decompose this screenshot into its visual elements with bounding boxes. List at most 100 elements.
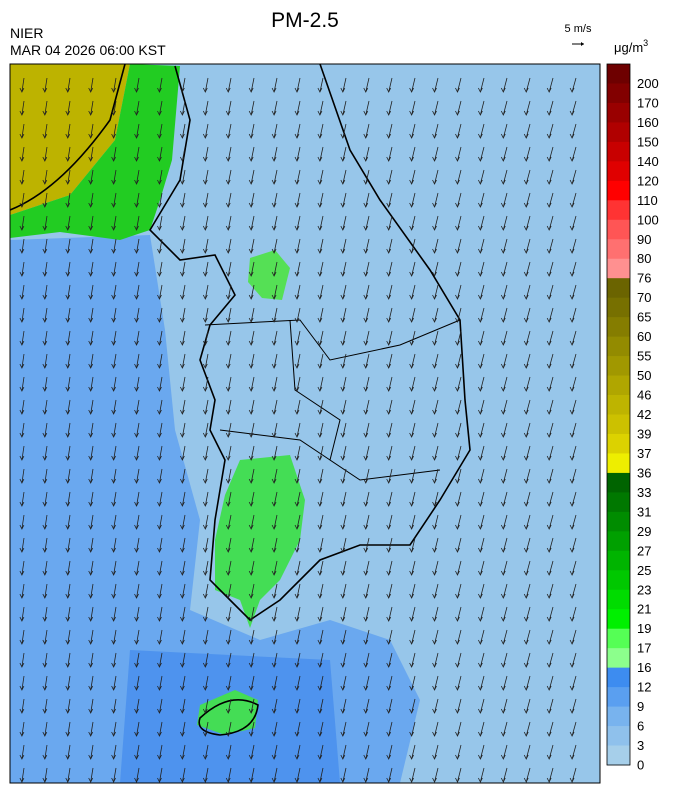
wind-arrow — [523, 353, 531, 369]
wind-arrow — [111, 767, 117, 783]
wind-arrow — [569, 560, 577, 576]
wind-arrow — [546, 491, 554, 507]
wind-arrow — [317, 629, 324, 645]
wind-arrow — [65, 238, 71, 254]
wind-arrow — [65, 652, 71, 668]
wind-arrow — [65, 169, 71, 185]
wind-arrow — [202, 606, 209, 622]
wind-arrow — [271, 192, 278, 208]
colorbar-segment — [607, 219, 630, 240]
wind-arrow — [225, 77, 232, 93]
wind-arrow — [340, 445, 347, 461]
wind-arrow — [248, 238, 255, 254]
wind-arrow — [409, 238, 416, 254]
wind-arrow — [546, 353, 554, 369]
wind-arrow — [455, 330, 462, 346]
wind-arrow — [569, 77, 577, 93]
wind-arrow — [546, 307, 554, 323]
wind-arrow — [294, 445, 301, 461]
wind-arrow — [294, 284, 301, 300]
wind-arrow — [386, 767, 393, 783]
wind-arrow — [523, 514, 531, 530]
wind-arrow — [42, 284, 48, 300]
wind-arrow — [42, 146, 48, 162]
wind-arrow — [569, 744, 577, 760]
wind-arrow — [271, 284, 278, 300]
wind-arrow — [88, 698, 94, 714]
wind-arrow — [294, 215, 301, 231]
colorbar-segment — [607, 200, 630, 221]
wind-arrow — [202, 491, 209, 507]
wind-arrow — [157, 560, 163, 576]
wind-arrow — [317, 445, 324, 461]
wind-arrow — [65, 100, 71, 116]
wind-arrow — [19, 307, 25, 323]
coastline — [148, 63, 471, 622]
wind-arrow — [432, 146, 439, 162]
wind-arrow — [19, 146, 25, 162]
wind-arrow — [409, 77, 416, 93]
wind-arrow — [111, 721, 117, 737]
wind-arrow — [225, 514, 232, 530]
wind-arrow — [455, 100, 462, 116]
wind-arrow — [157, 399, 163, 415]
wind-arrow — [294, 376, 301, 392]
wind-arrow — [111, 238, 117, 254]
wind-arrow — [455, 146, 462, 162]
wind-arrow — [363, 537, 370, 553]
wind-arrow — [432, 652, 439, 668]
wind-arrow — [500, 123, 508, 139]
wind-arrow — [248, 537, 255, 553]
wind-arrow — [88, 238, 94, 254]
wind-arrow — [386, 146, 393, 162]
wind-arrow — [271, 307, 278, 323]
wind-arrow — [88, 445, 94, 461]
wind-arrow — [19, 560, 25, 576]
wind-arrow — [248, 307, 255, 323]
wind-arrow — [271, 422, 278, 438]
wind-arrow — [409, 675, 416, 691]
wind-arrow — [386, 284, 393, 300]
wind-arrow — [271, 675, 278, 691]
colorbar-segment — [607, 278, 630, 299]
wind-arrow — [363, 123, 370, 139]
wind-arrow — [88, 652, 94, 668]
concentration-area — [197, 690, 258, 735]
wind-arrow — [500, 652, 508, 668]
wind-arrow — [180, 422, 186, 438]
wind-arrow — [386, 238, 393, 254]
wind-arrow — [157, 744, 163, 760]
wind-arrow — [523, 560, 531, 576]
wind-arrow — [409, 399, 416, 415]
wind-arrow — [523, 330, 531, 346]
unit-sup: 3 — [643, 38, 648, 48]
wind-arrow — [363, 330, 370, 346]
wind-arrow — [478, 192, 485, 208]
wind-arrow — [386, 537, 393, 553]
wind-arrow — [523, 468, 531, 484]
wind-arrow — [88, 721, 94, 737]
colorbar-segment — [607, 180, 630, 201]
wind-arrow — [111, 537, 117, 553]
wind-arrow — [65, 514, 71, 530]
colorbar-label: 60 — [637, 329, 651, 344]
wind-arrow — [363, 376, 370, 392]
colorbar-label: 200 — [637, 76, 659, 91]
colorbar-label: 25 — [637, 563, 651, 578]
wind-arrow — [455, 537, 462, 553]
colorbar-label: 150 — [637, 134, 659, 149]
wind-arrow — [455, 422, 462, 438]
wind-arrow — [478, 560, 485, 576]
wind-arrow — [569, 376, 577, 392]
wind-arrow — [523, 721, 531, 737]
wind-arrow — [386, 169, 393, 185]
wind-arrow — [569, 675, 577, 691]
wind-arrow — [386, 629, 393, 645]
wind-arrow — [271, 169, 278, 185]
wind-arrow — [19, 675, 25, 691]
wind-arrow — [409, 537, 416, 553]
wind-arrow — [546, 583, 554, 599]
wind-arrow — [111, 146, 117, 162]
wind-arrow — [386, 261, 393, 277]
wind-arrow — [42, 215, 48, 231]
